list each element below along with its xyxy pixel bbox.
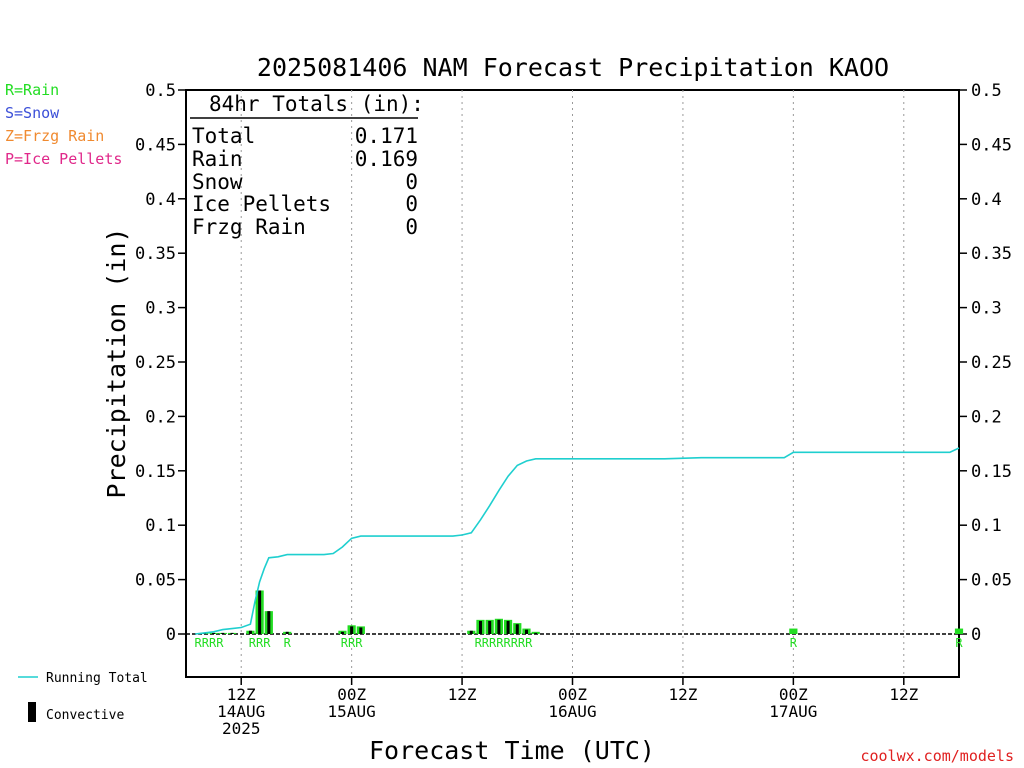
convective-bar — [534, 632, 538, 634]
x-tick-label: 16AUG — [548, 702, 596, 721]
y-tick-label-right: 0.4 — [971, 190, 1002, 210]
precip-bar — [954, 628, 964, 634]
chart-title: 2025081406 NAM Forecast Precipitation KA… — [257, 53, 889, 82]
totals-value-ice-pellets: 0 — [405, 192, 418, 216]
convective-bar — [506, 620, 510, 634]
totals-label-total: Total — [192, 124, 255, 148]
precip-type-codes: RRRR RRR R RRR RRRRRRRR R R — [195, 636, 964, 650]
precip-type-code: R — [284, 636, 292, 650]
totals-label-frzg-rain: Frzg Rain — [192, 215, 306, 239]
y-axis-title: Precipitation (in) — [102, 228, 131, 499]
x-tick-label: 14AUG — [217, 702, 265, 721]
precip-bars — [200, 590, 964, 634]
precip-type-legend: R=Rain S=Snow Z=Frzg Rain P=Ice Pellets — [5, 81, 122, 168]
convective-bar — [267, 611, 271, 634]
legend-running-total: Running Total — [46, 671, 148, 686]
y-tick-label-left: 0 — [166, 625, 176, 645]
convective-bar — [221, 632, 225, 634]
totals-label-rain: Rain — [192, 147, 243, 171]
convective-bar — [469, 630, 473, 634]
y-tick-label-right: 0.05 — [971, 571, 1012, 591]
running-total-line — [195, 447, 960, 635]
y-axis-right: 0.5 0.45 0.4 0.35 0.3 0.25 0.2 0.15 0.1 0.05 0 — [959, 81, 1012, 645]
y-tick-label-right: 0.35 — [971, 244, 1012, 264]
x-tick-label: 12Z — [889, 685, 918, 704]
totals-label-ice-pellets: Ice Pellets — [192, 192, 331, 216]
y-tick-label-left: 0.4 — [145, 190, 176, 210]
x-tick-label: 12Z — [227, 685, 256, 704]
y-tick-label-left: 0.3 — [145, 299, 176, 319]
y-tick-label-right: 0 — [971, 625, 981, 645]
y-tick-label-right: 0.5 — [971, 81, 1002, 101]
y-tick-label-left: 0.2 — [145, 407, 176, 427]
convective-bar — [359, 627, 363, 634]
y-tick-label-left: 0.15 — [135, 462, 176, 482]
precip-type-code: R — [790, 636, 798, 650]
precip-bar — [789, 628, 798, 634]
x-tick-label: 17AUG — [769, 702, 817, 721]
y-tick-label-right: 0.15 — [971, 462, 1012, 482]
convective-bar — [230, 632, 234, 634]
convective-bar — [350, 626, 354, 634]
totals-value-snow: 0 — [405, 170, 418, 194]
precip-type-code: RRRR — [195, 636, 225, 650]
convective-bar — [524, 629, 528, 634]
convective-bar — [248, 630, 252, 634]
x-tick-label: 12Z — [448, 685, 477, 704]
y-tick-label-left: 0.05 — [135, 571, 176, 591]
totals-label-snow: Snow — [192, 170, 243, 194]
y-axis-left: 0.5 0.45 0.4 0.35 0.3 0.25 0.2 0.15 0.1 0.05 0 — [135, 81, 186, 645]
totals-box: 84hr Totals (in): Total 0.171 Rain 0.169… — [190, 92, 424, 239]
x-tick-label: 00Z — [337, 685, 366, 704]
vertical-grid — [240, 90, 905, 677]
convective-bar — [515, 624, 519, 634]
totals-value-total: 0.171 — [355, 124, 418, 148]
totals-value-rain: 0.169 — [355, 147, 418, 171]
totals-value-frzg-rain: 0 — [405, 215, 418, 239]
x-tick-label: 00Z — [558, 685, 587, 704]
convective-bar — [258, 590, 262, 634]
precip-type-code: RRR — [341, 636, 363, 650]
convective-bar — [340, 631, 344, 634]
x-tick-label: 00Z — [779, 685, 808, 704]
series-legend: Running Total Convective — [18, 671, 148, 723]
y-tick-label-right: 0.1 — [971, 516, 1002, 536]
legend-rain: R=Rain — [5, 81, 59, 99]
x-tick-label: 12Z — [668, 685, 697, 704]
legend-convective: Convective — [46, 708, 124, 723]
y-tick-label-left: 0.5 — [145, 81, 176, 101]
convective-bar — [497, 619, 501, 634]
convective-bar — [285, 631, 289, 634]
precip-type-code: RRR — [249, 636, 271, 650]
y-tick-label-left: 0.35 — [135, 244, 176, 264]
convective-swatch — [28, 702, 36, 722]
precip-type-code: RRRRRRRR — [475, 636, 534, 650]
y-tick-label-right: 0.2 — [971, 407, 1002, 427]
legend-ice-pellets: P=Ice Pellets — [5, 150, 122, 168]
y-tick-label-left: 0.1 — [145, 516, 176, 536]
y-tick-label-right: 0.25 — [971, 353, 1012, 373]
y-tick-label-right: 0.45 — [971, 135, 1012, 155]
x-tick-label: 15AUG — [328, 702, 376, 721]
legend-frzg-rain: Z=Frzg Rain — [5, 127, 104, 145]
x-axis-title: Forecast Time (UTC) — [369, 736, 655, 765]
convective-bar — [212, 632, 216, 634]
y-tick-label-left: 0.45 — [135, 135, 176, 155]
credit-text: coolwx.com/models — [860, 747, 1014, 765]
totals-header: 84hr Totals (in): — [209, 92, 424, 116]
y-tick-label-right: 0.3 — [971, 299, 1002, 319]
y-tick-label-left: 0.25 — [135, 353, 176, 373]
x-tick-label: 2025 — [222, 719, 261, 738]
convective-bar — [488, 620, 492, 634]
legend-snow: S=Snow — [5, 104, 60, 122]
precip-type-code: R — [955, 636, 963, 650]
convective-bar — [478, 620, 482, 634]
